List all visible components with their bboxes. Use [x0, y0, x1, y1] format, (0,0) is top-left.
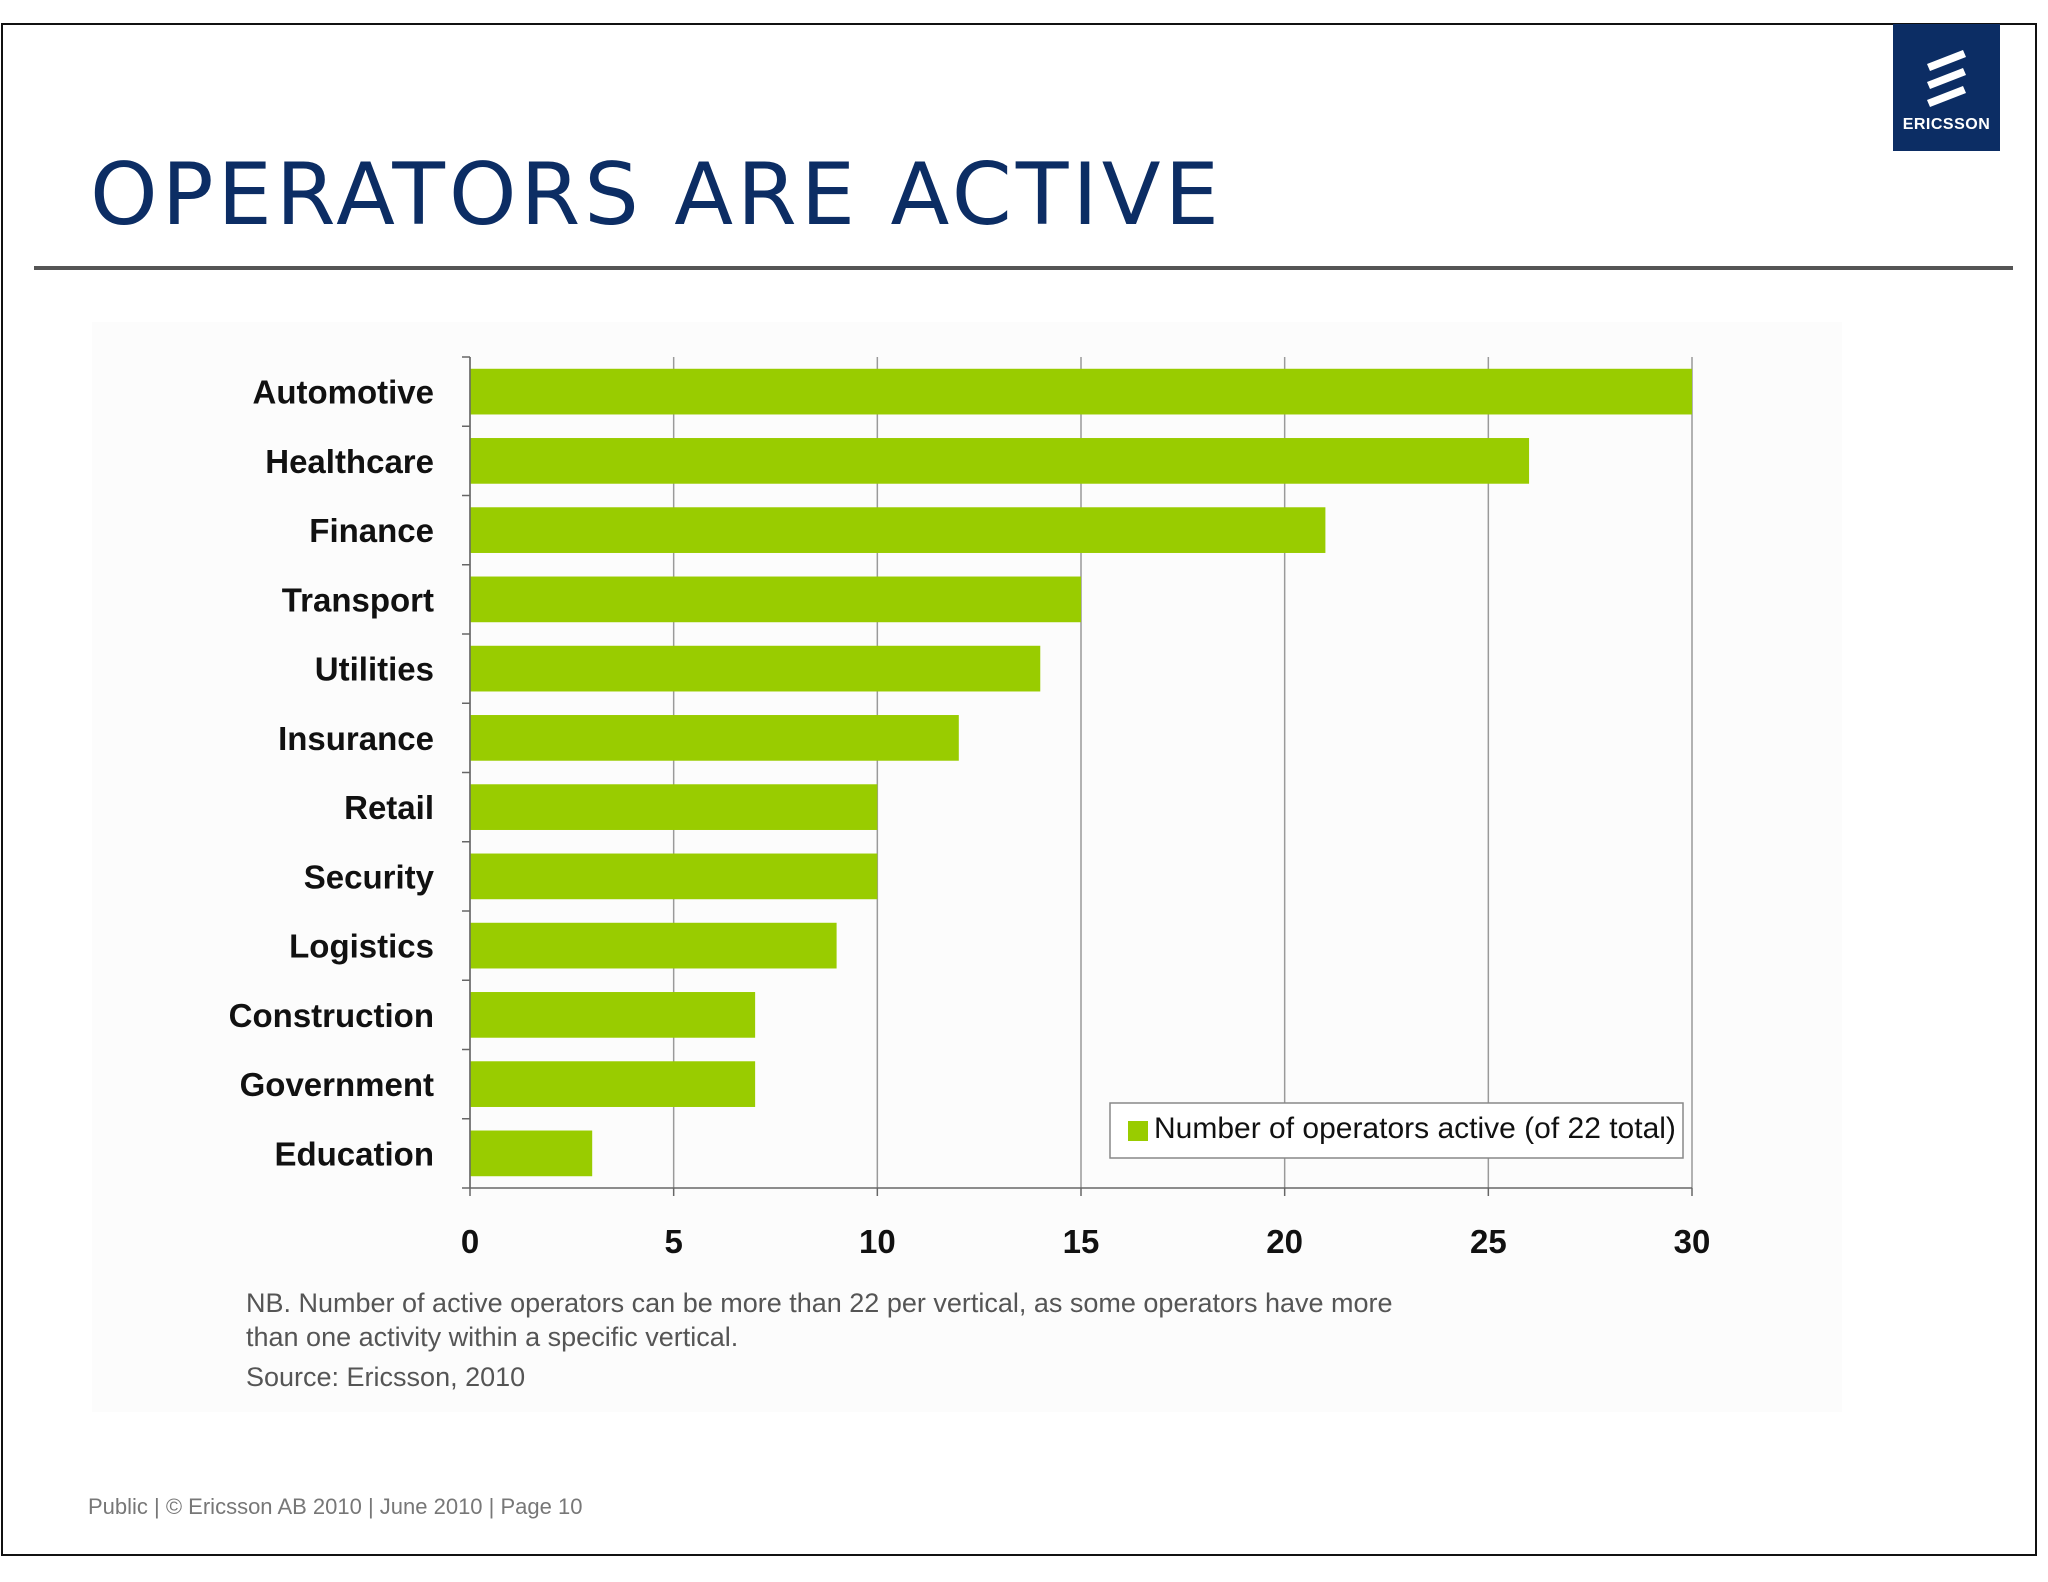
category-label: Automotive	[253, 374, 435, 411]
bar-layer	[470, 368, 1692, 1177]
category-label: Logistics	[289, 928, 434, 965]
bar-logistics	[470, 922, 837, 969]
x-tick-label: 20	[1266, 1223, 1303, 1260]
chart-note: NB. Number of active operators can be mo…	[246, 1288, 1393, 1352]
bar-retail	[470, 784, 878, 830]
bar-construction	[470, 992, 756, 1038]
category-label-layer: Automotive Healthcare Finance Transport Util…	[229, 374, 435, 1173]
category-label: Finance	[309, 512, 434, 549]
bar-automotive	[470, 368, 1692, 415]
bar-security	[470, 853, 878, 900]
ericsson-logo-icon	[1927, 50, 1966, 107]
legend-box	[1109, 1102, 1684, 1159]
ericsson-logo: ERICSSON	[1893, 24, 2000, 151]
tick-label-layer: 0 5 10 15 20 25 30	[461, 1223, 1711, 1260]
footer: Public | © Ericsson AB 2010 | June 2010 …	[88, 1494, 583, 1519]
axis-layer	[462, 356, 1693, 1196]
category-label: Security	[304, 858, 435, 895]
plot-background	[92, 322, 1842, 1412]
category-label: Retail	[344, 789, 434, 826]
x-tick-label: 15	[1063, 1223, 1100, 1260]
category-label: Healthcare	[265, 443, 434, 480]
bar-insurance	[470, 715, 959, 761]
x-tick-label: 5	[664, 1223, 682, 1260]
x-tick-label: 30	[1674, 1223, 1711, 1260]
x-tick-label: 0	[461, 1223, 479, 1260]
category-label: Government	[240, 1066, 434, 1103]
chart-legend: Number of operators active (of 22 total)	[1109, 1102, 1684, 1159]
bar-utilities	[470, 645, 1041, 692]
title-divider	[34, 266, 2013, 270]
x-tick-label: 10	[859, 1223, 896, 1260]
bar-healthcare	[470, 438, 1530, 484]
bar-transport	[470, 576, 1081, 623]
chart-source: Source: Ericsson, 2010	[246, 1362, 526, 1392]
category-label: Utilities	[315, 651, 434, 688]
x-tick-label: 25	[1470, 1223, 1507, 1260]
bar-finance	[470, 507, 1326, 553]
category-label: Construction	[229, 997, 434, 1034]
bar-government	[470, 1061, 756, 1107]
bar-education	[470, 1130, 593, 1177]
page-title: OPERATORS ARE ACTIVE	[90, 145, 1223, 245]
legend-label: Number of operators active (of 22 total)	[1154, 1112, 1676, 1145]
category-label: Insurance	[278, 720, 434, 757]
legend-swatch	[1128, 1121, 1148, 1141]
logo-text: ERICSSON	[1902, 116, 1991, 133]
category-label: Transport	[282, 581, 434, 618]
grid-layer	[469, 357, 1693, 1188]
category-label: Education	[274, 1135, 434, 1172]
